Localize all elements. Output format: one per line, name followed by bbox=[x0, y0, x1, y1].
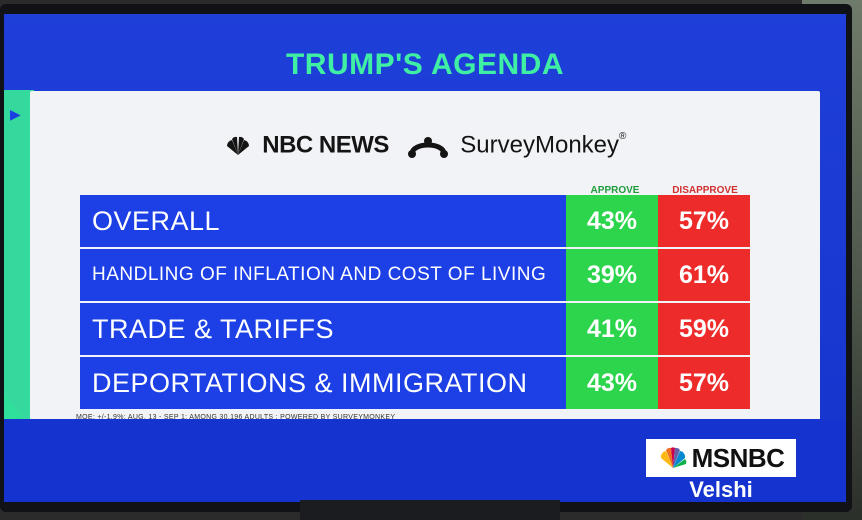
show-name: Velshi bbox=[689, 477, 753, 502]
tv-stand bbox=[300, 500, 560, 520]
row-label: HANDLING OF INFLATION AND COST OF LIVING bbox=[80, 249, 566, 301]
approve-value: 43% bbox=[566, 195, 658, 247]
row-label: DEPORTATIONS & IMMIGRATION bbox=[80, 357, 566, 409]
table-row: HANDLING OF INFLATION AND COST OF LIVING… bbox=[80, 249, 760, 301]
surveymonkey-icon bbox=[407, 136, 448, 158]
disapprove-value: 61% bbox=[658, 249, 750, 301]
nbc-news-logo: NBC NEWS bbox=[262, 131, 389, 159]
disapprove-value: 59% bbox=[658, 303, 750, 355]
headline: TRUMP'S AGENDA bbox=[285, 48, 565, 81]
peacock-color-icon bbox=[660, 447, 686, 468]
network-bug: MSNBC bbox=[646, 439, 796, 477]
tv-screen: ▶ TRUMP'S AGENDA NBC NEWS SurveyMonke bbox=[4, 14, 846, 502]
sponsor-logos: NBC NEWS SurveyMonkey® bbox=[30, 131, 820, 160]
msnbc-logo: MSNBC bbox=[691, 442, 785, 473]
tv-frame: ▶ TRUMP'S AGENDA NBC NEWS SurveyMonke bbox=[0, 4, 852, 512]
disapprove-column-header: DISAPPROVE bbox=[672, 185, 738, 196]
poll-panel: NBC NEWS SurveyMonkey® APPROVE DISAPPROV… bbox=[30, 91, 820, 431]
left-accent-strip bbox=[4, 90, 34, 420]
footnote: MOE: +/-1.9%; AUG. 13 - SEP 1; AMONG 30,… bbox=[76, 414, 396, 421]
peacock-icon bbox=[226, 136, 249, 155]
poll-table: OVERALL 43% 57% HANDLING OF INFLATION AN… bbox=[80, 195, 760, 411]
table-row: DEPORTATIONS & IMMIGRATION 43% 57% bbox=[80, 357, 760, 409]
approve-value: 43% bbox=[566, 357, 658, 409]
table-row: OVERALL 43% 57% bbox=[80, 195, 760, 247]
surveymonkey-logo: SurveyMonkey bbox=[460, 131, 620, 159]
approve-value: 39% bbox=[566, 249, 658, 301]
arrow-right-icon: ▶ bbox=[10, 106, 21, 122]
disapprove-value: 57% bbox=[658, 195, 750, 247]
disapprove-value: 57% bbox=[658, 357, 750, 409]
table-row: TRADE & TARIFFS 41% 59% bbox=[80, 303, 760, 355]
approve-column-header: APPROVE bbox=[590, 185, 640, 196]
row-label: OVERALL bbox=[80, 195, 566, 247]
approve-value: 41% bbox=[566, 303, 658, 355]
row-label: TRADE & TARIFFS bbox=[80, 303, 566, 355]
